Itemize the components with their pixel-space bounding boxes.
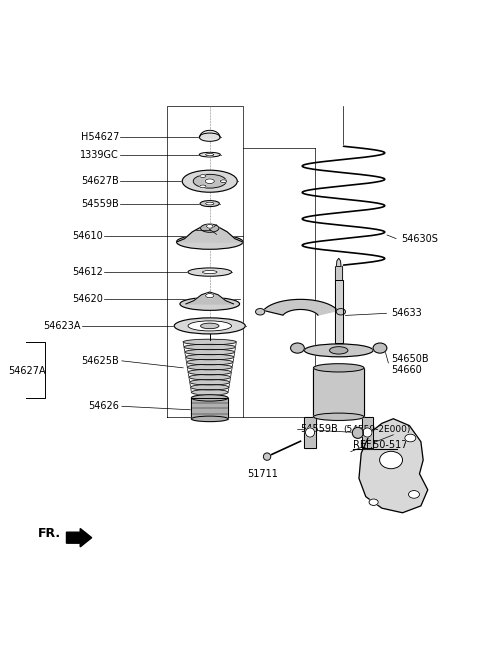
Text: 54559B: 54559B <box>81 199 119 209</box>
Text: 54660: 54660 <box>391 365 422 375</box>
Ellipse shape <box>191 384 229 390</box>
Ellipse shape <box>205 179 215 184</box>
Bar <box>313 368 364 417</box>
Ellipse shape <box>380 451 403 469</box>
Bar <box>361 417 373 448</box>
Ellipse shape <box>189 375 230 380</box>
Polygon shape <box>177 225 243 242</box>
Polygon shape <box>186 292 234 304</box>
Ellipse shape <box>255 308 265 315</box>
Text: 54630S: 54630S <box>401 234 438 243</box>
Ellipse shape <box>182 170 237 192</box>
Ellipse shape <box>177 235 243 249</box>
Ellipse shape <box>180 298 240 310</box>
Circle shape <box>352 427 363 438</box>
Bar <box>304 417 316 448</box>
Ellipse shape <box>192 390 228 395</box>
Ellipse shape <box>174 318 245 334</box>
Ellipse shape <box>199 152 220 157</box>
Ellipse shape <box>408 491 420 499</box>
Ellipse shape <box>188 268 231 276</box>
Ellipse shape <box>203 270 217 274</box>
Ellipse shape <box>193 174 226 188</box>
Polygon shape <box>336 258 341 266</box>
Ellipse shape <box>186 359 233 365</box>
Text: 54626: 54626 <box>88 401 119 411</box>
Ellipse shape <box>220 180 227 182</box>
Text: 1339GC: 1339GC <box>80 150 119 159</box>
Ellipse shape <box>192 395 228 401</box>
Text: 54559B: 54559B <box>300 424 338 434</box>
Text: 51711: 51711 <box>247 469 278 479</box>
Text: H54627: H54627 <box>81 132 119 142</box>
Ellipse shape <box>199 133 220 141</box>
Bar <box>335 266 342 281</box>
Ellipse shape <box>330 347 348 354</box>
Ellipse shape <box>184 344 236 350</box>
Ellipse shape <box>369 499 378 505</box>
Ellipse shape <box>304 344 373 357</box>
Ellipse shape <box>200 185 206 188</box>
Text: 54620: 54620 <box>72 295 103 304</box>
Bar <box>313 368 364 417</box>
Ellipse shape <box>405 434 416 442</box>
Polygon shape <box>264 299 337 315</box>
Text: FR.: FR. <box>38 527 61 540</box>
Ellipse shape <box>186 354 234 360</box>
Polygon shape <box>66 529 92 547</box>
Ellipse shape <box>187 364 232 370</box>
Ellipse shape <box>205 294 214 298</box>
Circle shape <box>305 428 314 437</box>
Text: 54625B: 54625B <box>81 356 119 366</box>
Ellipse shape <box>188 369 231 375</box>
Ellipse shape <box>185 349 235 355</box>
Ellipse shape <box>336 308 346 315</box>
Bar <box>335 266 342 281</box>
Ellipse shape <box>313 413 364 420</box>
Text: 54627A: 54627A <box>8 366 46 377</box>
Text: 54610: 54610 <box>72 232 103 241</box>
Bar <box>192 398 228 419</box>
Ellipse shape <box>192 416 228 422</box>
Ellipse shape <box>188 321 231 331</box>
Ellipse shape <box>183 339 236 345</box>
Text: 54627B: 54627B <box>81 176 119 186</box>
Ellipse shape <box>205 202 214 205</box>
Bar <box>192 398 228 419</box>
Circle shape <box>264 453 271 461</box>
Ellipse shape <box>205 154 214 156</box>
Ellipse shape <box>200 174 206 177</box>
Ellipse shape <box>313 363 364 372</box>
Text: (54559-2E000): (54559-2E000) <box>344 425 411 434</box>
Ellipse shape <box>190 379 230 385</box>
Text: 54633: 54633 <box>391 308 422 318</box>
Bar <box>361 417 373 448</box>
Ellipse shape <box>206 224 213 228</box>
Text: 54623A: 54623A <box>43 321 81 331</box>
Ellipse shape <box>290 343 304 353</box>
Polygon shape <box>359 419 428 513</box>
Ellipse shape <box>373 343 387 353</box>
Bar <box>304 417 316 448</box>
Text: 54612: 54612 <box>72 267 103 277</box>
Ellipse shape <box>200 201 219 207</box>
Ellipse shape <box>201 224 219 232</box>
Text: REF.50-517: REF.50-517 <box>353 440 408 450</box>
Circle shape <box>363 428 372 437</box>
Ellipse shape <box>201 323 219 329</box>
Bar <box>335 281 343 343</box>
Text: 54650B: 54650B <box>391 354 429 365</box>
Bar <box>335 281 343 343</box>
